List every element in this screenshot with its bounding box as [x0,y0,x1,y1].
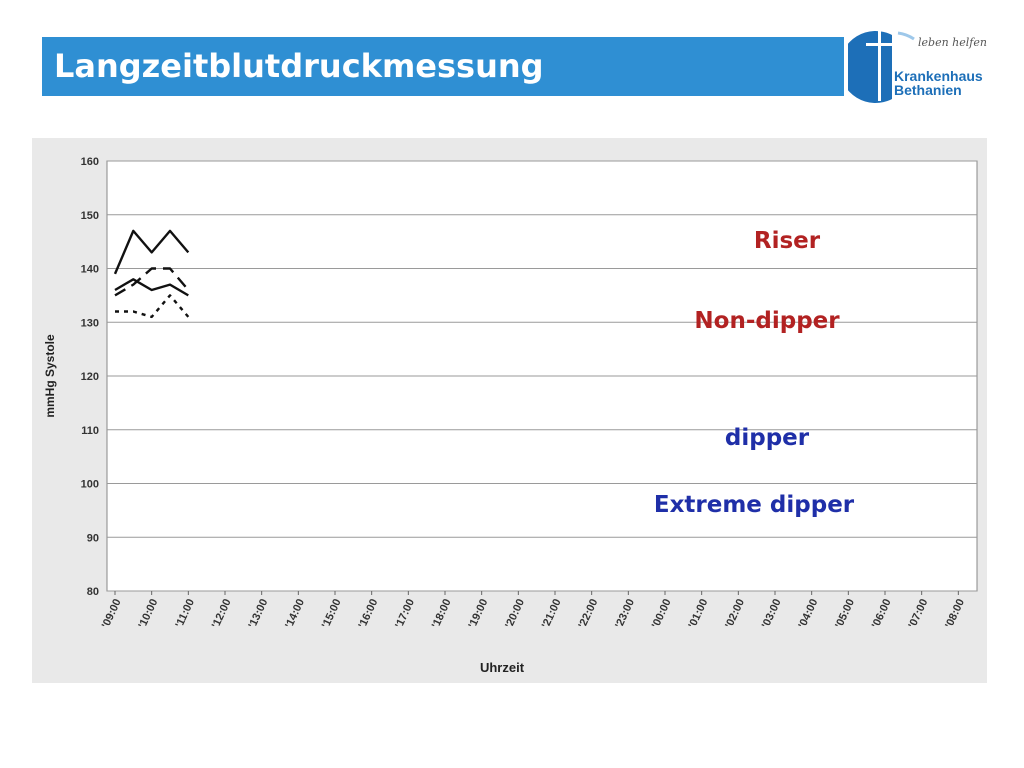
x-axis-title: Uhrzeit [480,660,525,675]
page-title: Langzeitblutdruckmessung [54,47,544,85]
y-tick-label: 110 [81,425,99,437]
y-tick-label: 160 [81,156,99,168]
y-tick-label: 90 [87,532,99,544]
y-tick-label: 150 [81,210,99,222]
logo-emblem-icon [848,31,915,103]
logo-name-line2: Bethanien [894,82,962,98]
y-tick-label: 120 [81,371,99,383]
logo-name-line1: Krankenhaus [894,68,983,84]
series-line-extreme-dipper [113,229,190,275]
chart-svg: 8090100110120130140150160'09:00'10:00'11… [32,138,987,683]
y-tick-label: 140 [81,264,99,276]
y-axis-title: mmHg Systole [43,334,57,418]
logo-tagline: leben helfen [918,36,987,49]
y-tick-label: 100 [81,479,99,491]
y-tick-label: 130 [81,317,99,329]
title-bar: Langzeitblutdruckmessung [42,37,844,96]
series-line-dipper [114,267,190,297]
series-label-riser: Riser [754,228,821,254]
blood-pressure-chart: 80 90 100 110 120 130 140 150 160'09:00'10:00'11… [32,138,987,683]
series-line-non-dipper [114,278,189,297]
logo-name: Krankenhaus Bethanien [894,69,983,97]
y-tick-label: 80 [87,586,99,598]
series-label-non-dipper: Non-dipper [694,308,840,334]
hospital-logo: leben helfen Krankenhaus Bethanien [848,27,988,107]
series-label-extreme-dipper: Extreme dipper [654,492,855,518]
series-line-riser [115,294,190,319]
series-label-dipper: dipper [725,425,810,451]
